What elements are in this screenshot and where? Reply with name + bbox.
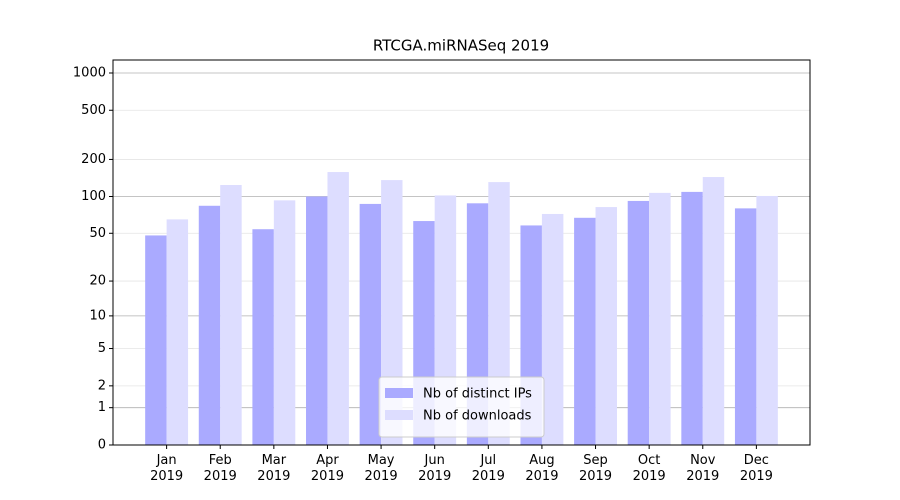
- y-tick-label: 50: [89, 226, 106, 241]
- bar: [541, 213, 564, 445]
- y-tick-label: 2: [98, 378, 106, 393]
- y-tick-label: 100: [81, 189, 106, 204]
- legend-swatch: [385, 410, 413, 420]
- legend-label: Nb of distinct IPs: [423, 387, 532, 402]
- bar: [595, 207, 617, 445]
- y-tick-label: 1000: [73, 65, 106, 80]
- y-tick-label: 20: [89, 274, 106, 289]
- legend-label: Nb of downloads: [423, 409, 532, 424]
- bar: [306, 196, 328, 445]
- x-tick-label: Jun 2019: [418, 453, 452, 484]
- bar: [627, 200, 650, 445]
- bar: [756, 195, 778, 445]
- x-tick-label: Sep 2019: [578, 453, 613, 484]
- bar: [574, 217, 596, 445]
- bar: [702, 177, 725, 445]
- y-tick-label: 500: [81, 103, 106, 118]
- bar: [252, 229, 274, 445]
- plot-frame: [112, 59, 811, 446]
- x-tick-label: Feb 2019: [203, 453, 237, 484]
- legend-swatch: [385, 388, 413, 398]
- x-tick-label: Aug 2019: [525, 453, 559, 484]
- bar: [327, 172, 349, 445]
- y-tick-label: 10: [89, 308, 106, 323]
- x-tick-label: Jul 2019: [471, 453, 505, 484]
- x-tick-label: Oct 2019: [632, 453, 666, 484]
- y-tick-label: 0: [98, 438, 106, 453]
- bar: [359, 203, 382, 445]
- x-tick-label: Dec 2019: [739, 453, 773, 484]
- bar: [220, 185, 242, 445]
- x-tick-label: Apr 2019: [310, 453, 344, 484]
- bar: [681, 191, 703, 445]
- bar: [145, 235, 167, 445]
- bar: [273, 200, 296, 445]
- bar: [649, 192, 671, 445]
- y-tick-label: 5: [98, 341, 106, 356]
- x-tick-label: Jan 2019: [150, 453, 184, 484]
- legend-box: [378, 376, 545, 438]
- y-tick-label: 200: [81, 152, 106, 167]
- y-tick-label: 1: [98, 400, 106, 415]
- bar: [734, 208, 757, 445]
- x-tick-label: May 2019: [364, 453, 398, 484]
- bar: [166, 219, 189, 445]
- x-tick-label: Mar 2019: [257, 453, 291, 484]
- bar: [198, 205, 221, 445]
- x-tick-label: Nov 2019: [686, 453, 720, 484]
- chart-title: RTCGA.miRNASeq 2019: [373, 37, 549, 55]
